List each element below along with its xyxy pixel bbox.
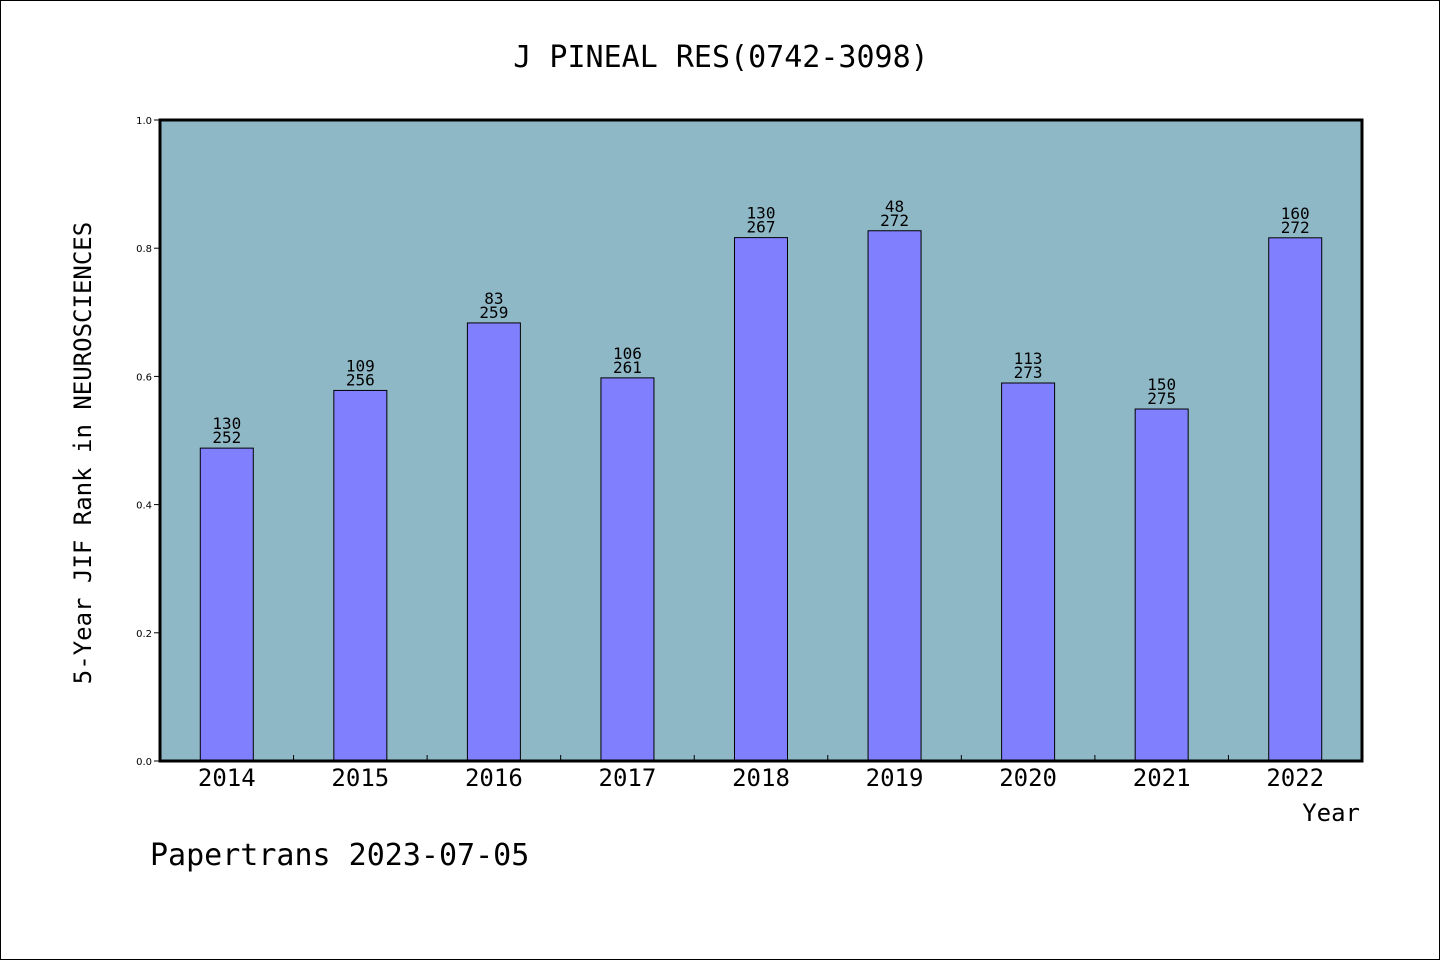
bar-total-label: 261	[613, 358, 642, 377]
bar-2014	[199, 447, 254, 762]
bar-rank-label: 160	[1281, 204, 1310, 223]
y-tick-label: 0.8	[136, 244, 152, 255]
y-tick-label: 0.4	[136, 501, 152, 512]
bar-2022	[1268, 237, 1323, 762]
y-tick-label: 0.6	[136, 372, 152, 383]
x-tick-label: 2021	[1133, 764, 1191, 792]
y-axis-label: 5-Year JIF Rank in NEUROSCIENCES	[69, 222, 97, 684]
chart-title: J PINEAL RES(0742-3098)	[513, 40, 928, 75]
x-tick-label: 2020	[999, 764, 1057, 792]
bar-labels-layer: 1302521092568325910626113026748272113273…	[212, 197, 1309, 447]
bar-total-label: 267	[747, 218, 776, 237]
bar-rank-label: 48	[885, 197, 904, 216]
bar-2016	[466, 322, 521, 762]
bar-total-label: 256	[346, 370, 375, 389]
bar-total-label: 259	[479, 303, 508, 322]
bars-layer	[199, 230, 1323, 762]
bar-2017	[600, 377, 655, 762]
bar-2018	[734, 237, 788, 762]
x-tick-label: 2019	[866, 764, 924, 792]
bar-rank-label: 130	[212, 414, 241, 433]
bar-total-label: 275	[1147, 389, 1176, 408]
bar-total-label: 252	[212, 428, 241, 447]
bar-2015	[333, 389, 388, 762]
x-tick-label: 2018	[732, 764, 790, 792]
plot-frame	[158, 118, 1364, 763]
bar-rank-label: 113	[1014, 349, 1043, 368]
bar-total-label: 272	[1281, 218, 1310, 237]
y-axis: 0.0 0.2 0.4 0.6 0.8 1.0	[136, 116, 160, 768]
x-tick-label: 2015	[331, 764, 389, 792]
x-tick-label: 2014	[198, 764, 256, 792]
bar-rank-label: 83	[484, 289, 503, 308]
bar-rank-label: 109	[346, 356, 375, 375]
y-tick-label: 0.0	[136, 757, 152, 768]
bar-2021	[1134, 408, 1189, 762]
x-tick-label: 2016	[465, 764, 523, 792]
footer-text: Papertrans 2023-07-05	[150, 838, 529, 873]
x-tick-label: 2017	[599, 764, 657, 792]
bar-2019	[867, 230, 922, 762]
bar-rank-label: 150	[1147, 375, 1176, 394]
bar-2020	[1001, 382, 1056, 762]
x-axis-label: Year	[1302, 799, 1360, 827]
bar-rank-label: 106	[613, 344, 642, 363]
bar-total-label: 272	[880, 211, 909, 230]
y-tick-label: 1.0	[136, 116, 152, 127]
x-tick-label: 2022	[1266, 764, 1324, 792]
y-tick-label: 0.2	[136, 629, 152, 640]
x-axis: 2014 2015 2016 2017 2018 2019 2020 2021 2022	[198, 755, 1324, 792]
bar-total-label: 273	[1014, 363, 1043, 382]
bar-rank-label: 130	[747, 204, 776, 223]
